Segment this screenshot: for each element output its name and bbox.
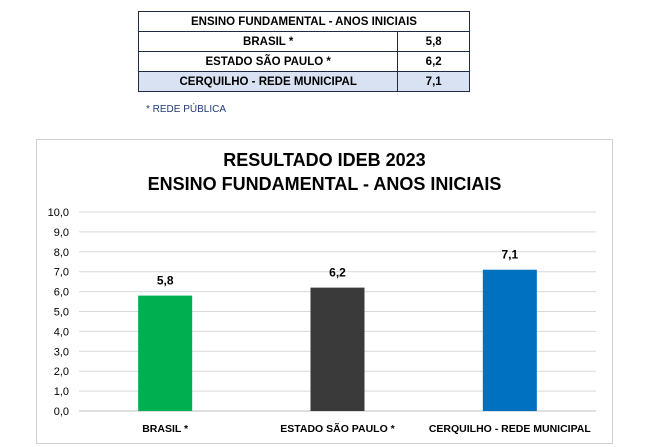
y-tick-label: 0,0: [54, 406, 69, 418]
data-label: 7,1: [501, 248, 518, 262]
data-label: 5,8: [157, 274, 174, 288]
y-tick-label: 1,0: [54, 386, 69, 398]
y-tick-label: 10,0: [48, 207, 69, 219]
row-value-cerquilho: 7,1: [397, 71, 470, 92]
x-category-label: BRASIL *: [142, 423, 189, 435]
row-label-cerquilho: CERQUILHO - REDE MUNICIPAL: [137, 71, 399, 92]
bar: [138, 295, 193, 411]
table-footnote: * REDE PÚBLICA: [146, 104, 227, 115]
y-tick-label: 7,0: [54, 267, 69, 279]
row-value-sao-paulo: 6,2: [397, 51, 470, 72]
table-row: ESTADO SÃO PAULO * 6,2: [137, 51, 470, 72]
chart-subtitle: ENSINO FUNDAMENTAL - ANOS INICIAIS: [147, 174, 502, 194]
x-category-label: ESTADO SÃO PAULO *: [280, 422, 395, 435]
y-tick-label: 3,0: [54, 346, 69, 358]
bar: [482, 269, 537, 411]
y-tick-label: 9,0: [54, 227, 69, 239]
data-label: 6,2: [329, 266, 346, 280]
y-tick-label: 8,0: [54, 247, 69, 259]
y-tick-label: 2,0: [54, 366, 69, 378]
table-row-highlighted: CERQUILHO - REDE MUNICIPAL 7,1: [137, 71, 470, 92]
y-tick-label: 4,0: [54, 326, 69, 338]
y-tick-label: 6,0: [54, 287, 69, 299]
y-tick-label: 5,0: [54, 307, 69, 319]
summary-table: ENSINO FUNDAMENTAL - ANOS INICIAIS BRASI…: [137, 11, 470, 92]
chart-title: RESULTADO IDEB 2023: [223, 150, 426, 170]
x-category-label: CERQUILHO - REDE MUNICIPAL: [429, 423, 592, 435]
bar: [310, 287, 365, 411]
